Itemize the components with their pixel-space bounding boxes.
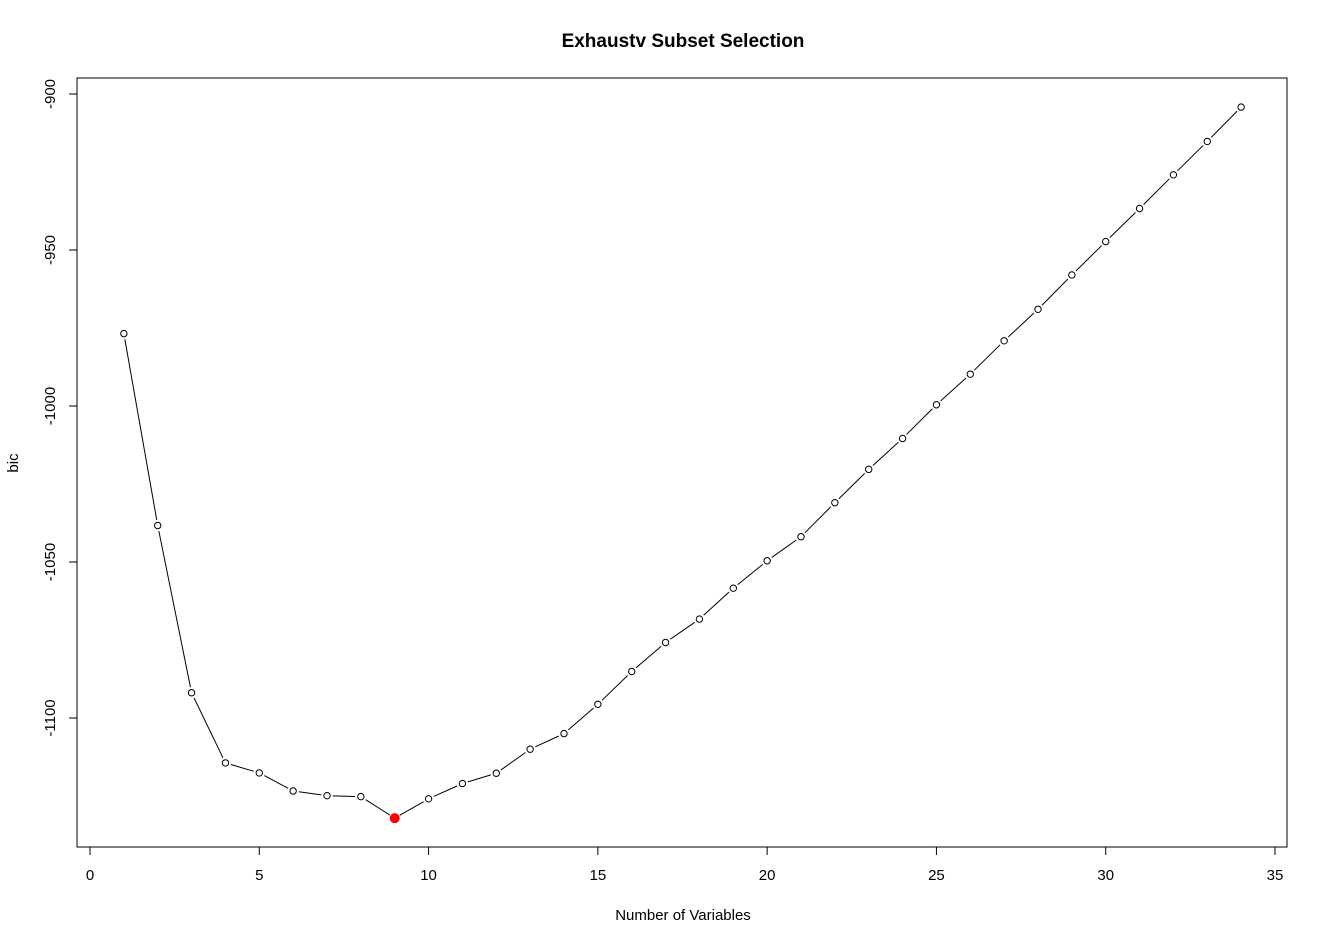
series-segment (567, 707, 594, 731)
data-point (729, 584, 737, 592)
series-segment (1041, 278, 1069, 306)
series-segment (804, 506, 832, 534)
series-segment (1109, 212, 1136, 238)
series-segment (973, 344, 1001, 371)
series-points-group (120, 103, 1245, 824)
series-segment (158, 530, 191, 688)
series-segment (1177, 145, 1204, 172)
data-point (1068, 271, 1076, 279)
data-point (221, 759, 230, 767)
y-tick-label: -950 (42, 235, 59, 265)
x-tick-label: 0 (86, 867, 94, 884)
x-tick-label: 10 (420, 867, 437, 884)
y-tick-label: -1000 (42, 387, 59, 425)
series-segment (433, 785, 458, 797)
series-segment (467, 774, 491, 783)
data-point (831, 499, 839, 507)
data-point (492, 769, 500, 777)
series-segment (1143, 178, 1170, 205)
data-point (1102, 237, 1110, 246)
series-segment (124, 339, 158, 520)
series-segment (940, 377, 967, 402)
data-point (1135, 204, 1144, 213)
data-point (1034, 305, 1042, 313)
series-segment (601, 675, 628, 701)
data-point (1000, 337, 1008, 345)
series-segment (771, 539, 797, 558)
data-point (763, 557, 771, 565)
series-segment (193, 697, 224, 759)
data-point (594, 700, 602, 708)
chart-title: Exhaustv Subset Selection (562, 31, 805, 52)
data-point (1169, 171, 1178, 179)
series-segment (298, 791, 322, 796)
data-point (255, 769, 263, 777)
series-segment (264, 775, 289, 789)
data-point (323, 791, 331, 800)
data-point (797, 533, 805, 541)
y-axis-label: bic (5, 453, 22, 473)
series-segment (872, 441, 899, 466)
x-tick-label: 15 (590, 867, 607, 884)
series-segment (1210, 110, 1238, 138)
x-axis: 0 5 10 15 20 25 30 35 (86, 846, 1284, 884)
data-point (424, 795, 433, 803)
series-segment (635, 645, 662, 669)
data-point (865, 465, 873, 474)
data-point (120, 329, 128, 338)
x-tick-label: 20 (759, 867, 776, 884)
series-segment (500, 752, 526, 771)
y-axis: -900 -950 -1000 -1050 -1100 (42, 79, 78, 737)
y-tick-label: -1100 (42, 699, 59, 736)
data-point (1237, 103, 1245, 111)
series-segment (737, 563, 764, 586)
data-point (695, 615, 704, 623)
series-segment (669, 621, 696, 640)
data-point (526, 745, 534, 753)
data-point (661, 638, 670, 647)
data-point (966, 370, 974, 378)
y-tick-label: -1050 (42, 543, 59, 581)
data-point (289, 787, 297, 795)
data-point (357, 792, 365, 801)
data-point (560, 729, 568, 738)
series-segment (399, 801, 424, 816)
x-tick-label: 35 (1267, 867, 1284, 884)
x-axis-label: Number of Variables (615, 907, 751, 924)
data-point (458, 779, 467, 788)
y-tick-label: -900 (42, 79, 59, 109)
x-tick-label: 5 (255, 867, 263, 884)
series-segment (365, 799, 391, 816)
series-segment (838, 472, 866, 500)
series-segment (906, 408, 933, 435)
data-point (628, 667, 636, 676)
data-point (932, 401, 941, 409)
series-segment (1007, 312, 1035, 338)
series-segment (1075, 245, 1103, 272)
data-point (187, 689, 196, 697)
data-point (898, 434, 907, 443)
series-segment (703, 591, 730, 616)
x-tick-label: 25 (928, 867, 945, 884)
series-line-group (124, 110, 1238, 816)
data-point (1203, 137, 1211, 146)
plot-frame (76, 77, 1288, 848)
series-segment (535, 735, 560, 748)
series-segment (230, 764, 254, 772)
x-tick-label: 30 (1097, 867, 1114, 884)
min-bic-point (389, 813, 400, 824)
data-point (154, 521, 162, 530)
series-segment (332, 795, 356, 797)
